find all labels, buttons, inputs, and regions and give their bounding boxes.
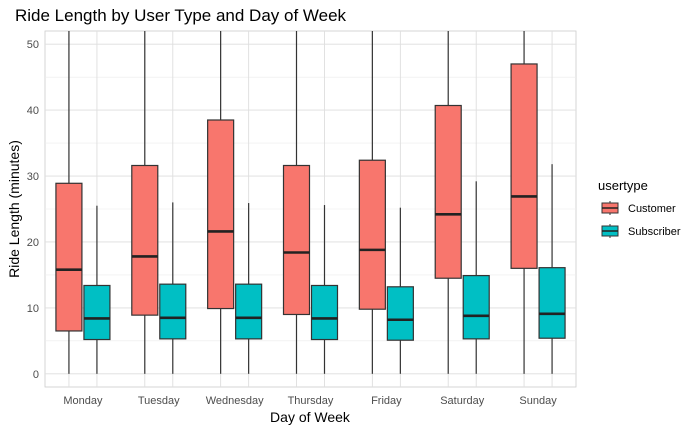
box [282, 164, 311, 316]
box [386, 286, 414, 341]
legend-label: Customer [628, 203, 676, 215]
legend: usertype Customer Subscriber [598, 178, 681, 238]
box [235, 283, 263, 340]
box [462, 274, 490, 340]
legend-label: Subscriber [628, 226, 681, 238]
x-tick-label: Tuesday [138, 395, 180, 407]
y-tick-label: 0 [33, 369, 39, 381]
legend-items: Customer Subscriber [601, 201, 681, 238]
x-axis-title: Day of Week [270, 409, 351, 425]
chart-title: Ride Length by User Type and Day of Week [15, 6, 347, 25]
x-tick-label: Friday [371, 395, 402, 407]
boxplot-layer [55, 31, 566, 374]
legend-title: usertype [598, 178, 648, 193]
box [207, 119, 235, 310]
y-tick-label: 20 [27, 237, 39, 249]
box [131, 164, 159, 316]
box [538, 267, 566, 339]
y-tick-label: 30 [27, 171, 39, 183]
box [358, 159, 386, 310]
box [55, 182, 83, 332]
x-tick-label: Thursday [288, 395, 334, 407]
x-tick-label: Sunday [519, 395, 557, 407]
box [434, 104, 462, 279]
x-tick-label: Wednesday [206, 395, 264, 407]
box [159, 283, 187, 340]
box [83, 284, 111, 341]
y-tick-label: 40 [27, 105, 39, 117]
x-tick-label: Saturday [440, 395, 485, 407]
y-axis-title: Ride Length (minutes) [6, 140, 22, 278]
x-tick-label: Monday [63, 395, 103, 407]
y-tick-label: 10 [27, 303, 39, 315]
y-tick-label: 50 [27, 39, 39, 51]
box [510, 63, 538, 269]
axis-labels: 0 10 20 30 40 50 Monday Tuesday Wednesday Thursda… [27, 39, 557, 407]
box [310, 284, 339, 341]
